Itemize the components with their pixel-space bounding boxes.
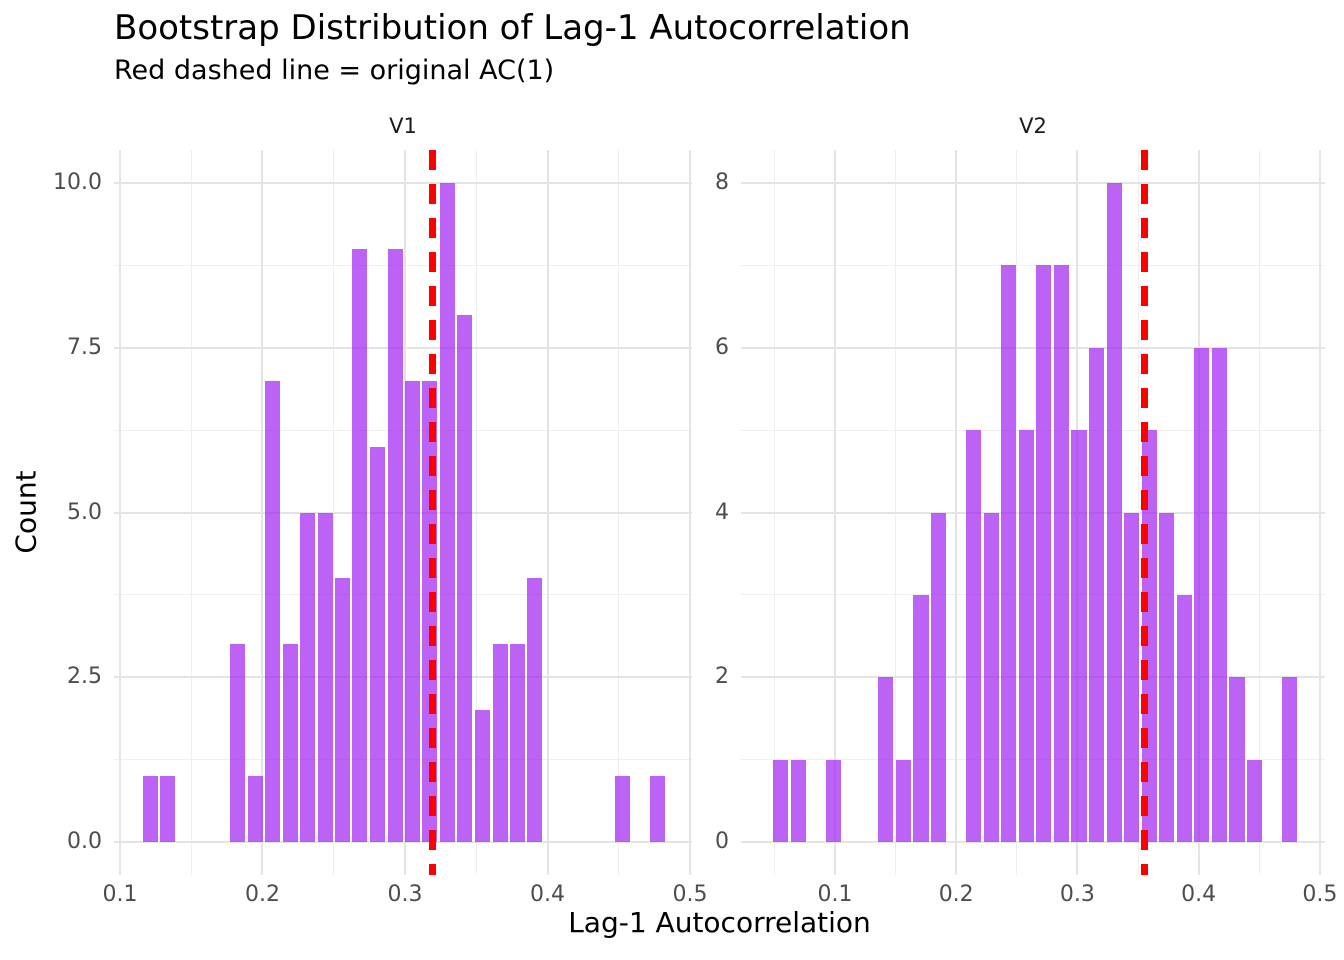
histogram-bar bbox=[439, 182, 455, 843]
histogram-bar bbox=[509, 644, 525, 843]
histogram-bar bbox=[1211, 347, 1227, 843]
histogram-bar bbox=[895, 759, 911, 843]
histogram-bar bbox=[160, 776, 176, 843]
y-tick-label: 2.5 bbox=[67, 664, 102, 690]
histogram-bar bbox=[492, 644, 508, 843]
histogram-bar bbox=[1194, 347, 1210, 843]
histogram-bar bbox=[369, 446, 385, 843]
histogram-bar bbox=[1053, 265, 1069, 843]
y-major-gridline bbox=[741, 346, 1325, 349]
histogram-bar bbox=[230, 644, 246, 843]
y-tick-label: 2 bbox=[715, 664, 729, 690]
histogram-bar bbox=[983, 512, 999, 843]
histogram-bar bbox=[966, 430, 982, 843]
histogram-bar bbox=[142, 776, 158, 843]
histogram-bar bbox=[317, 512, 333, 843]
panel-v1 bbox=[114, 150, 692, 875]
panel-v2 bbox=[741, 150, 1325, 875]
x-tick-label: 0.5 bbox=[672, 882, 708, 907]
x-tick-label: 0.3 bbox=[1059, 882, 1095, 907]
x-tick-label: 0.4 bbox=[530, 882, 565, 907]
facet-label-v1: V1 bbox=[389, 114, 417, 138]
histogram-bar bbox=[387, 248, 403, 843]
histogram-bar bbox=[1229, 677, 1245, 843]
y-minor-gridline bbox=[114, 759, 692, 761]
histogram-bar bbox=[1071, 430, 1087, 843]
histogram-bar bbox=[825, 759, 841, 843]
x-axis-title: Lag-1 Autocorrelation bbox=[568, 906, 871, 939]
y-tick-label: 6 bbox=[715, 334, 729, 360]
histogram-bar bbox=[1124, 512, 1140, 843]
y-major-gridline bbox=[114, 841, 692, 844]
chart-subtitle: Red dashed line = original AC(1) bbox=[114, 55, 555, 86]
y-minor-gridline bbox=[114, 264, 692, 266]
x-tick-label: 0.2 bbox=[244, 882, 280, 907]
y-major-gridline bbox=[114, 346, 692, 349]
y-major-gridline bbox=[741, 841, 1325, 844]
y-major-gridline bbox=[114, 511, 692, 514]
histogram-bar bbox=[1036, 265, 1052, 843]
y-major-gridline bbox=[114, 676, 692, 679]
y-tick-label: 10.0 bbox=[53, 169, 102, 195]
y-tick-label: 5.0 bbox=[67, 499, 102, 525]
histogram-bar bbox=[475, 710, 491, 843]
facet-label-v2: V2 bbox=[1019, 114, 1047, 138]
y-minor-gridline bbox=[114, 594, 692, 596]
y-tick-label: 4 bbox=[715, 499, 729, 525]
histogram-bar bbox=[614, 776, 630, 843]
histogram-bar bbox=[1089, 347, 1105, 843]
y-minor-gridline bbox=[114, 429, 692, 431]
histogram-bar bbox=[247, 776, 263, 843]
x-tick-label: 0.2 bbox=[938, 882, 974, 907]
histogram-bar bbox=[1159, 512, 1175, 843]
histogram-bar bbox=[913, 594, 929, 843]
x-tick-label: 0.1 bbox=[817, 882, 853, 907]
histogram-bar bbox=[1106, 182, 1122, 843]
histogram-bar bbox=[1282, 677, 1298, 843]
histogram-bar bbox=[1246, 759, 1262, 843]
chart-title: Bootstrap Distribution of Lag-1 Autocorr… bbox=[114, 8, 911, 48]
y-major-gridline bbox=[114, 181, 692, 184]
histogram-bar bbox=[300, 512, 316, 843]
histogram-bar bbox=[790, 759, 806, 843]
histogram-bar bbox=[773, 759, 789, 843]
original-ac1-line bbox=[1140, 150, 1148, 875]
y-major-gridline bbox=[741, 181, 1325, 184]
histogram-bar bbox=[335, 578, 351, 843]
x-tick-label: 0.1 bbox=[102, 882, 138, 907]
histogram-bar bbox=[352, 248, 368, 843]
y-tick-label: 0.0 bbox=[67, 829, 102, 855]
original-ac1-line bbox=[428, 150, 436, 875]
y-tick-label: 8 bbox=[715, 169, 729, 195]
histogram-bar bbox=[265, 380, 281, 843]
histogram-bar bbox=[649, 776, 665, 843]
x-tick-label: 0.4 bbox=[1181, 882, 1217, 907]
histogram-bar bbox=[1018, 430, 1034, 843]
histogram-bar bbox=[405, 380, 421, 843]
histogram-bar bbox=[878, 677, 894, 843]
histogram-bar bbox=[457, 314, 473, 843]
histogram-bar bbox=[931, 512, 947, 843]
histogram-bar bbox=[1001, 265, 1017, 843]
histogram-bar bbox=[527, 578, 543, 843]
histogram-bar bbox=[282, 644, 298, 843]
y-tick-label: 7.5 bbox=[67, 334, 102, 360]
y-minor-gridline bbox=[741, 264, 1325, 266]
x-tick-label: 0.3 bbox=[387, 882, 423, 907]
y-tick-label: 0 bbox=[715, 829, 729, 855]
histogram-bar bbox=[1176, 594, 1192, 843]
x-tick-label: 0.5 bbox=[1302, 882, 1338, 907]
